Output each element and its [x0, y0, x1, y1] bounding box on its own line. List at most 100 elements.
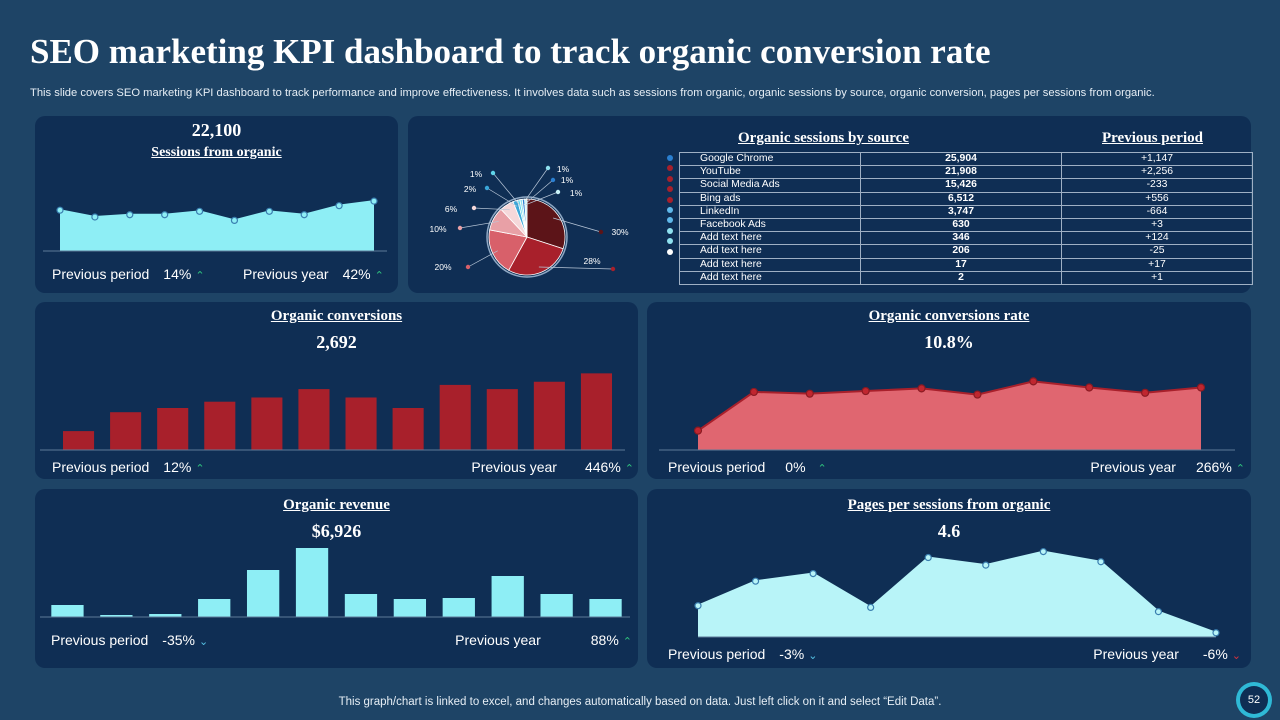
- data-point: [867, 603, 875, 612]
- bar: [298, 389, 330, 450]
- value: 88%: [590, 632, 619, 648]
- bar: [439, 384, 471, 450]
- bar: [393, 599, 427, 617]
- label: Previous year: [1090, 459, 1176, 475]
- slice-label: 30%: [611, 227, 628, 237]
- pie-slice: [524, 198, 528, 238]
- panel-conv-rate: Organic conversions rate 10.8% Previous …: [647, 302, 1251, 479]
- table-row: Add text here 2 +1: [679, 270, 1253, 285]
- revenue-previous-year: Previous year 88% ⌃: [455, 632, 632, 648]
- bar: [63, 431, 95, 450]
- source-name: Add text here: [679, 231, 861, 246]
- conv-rate-title: Organic conversions rate: [868, 308, 1030, 324]
- leader-dot: [490, 170, 496, 176]
- value: -6%: [1202, 646, 1228, 662]
- bar: [246, 570, 280, 617]
- bar: [344, 594, 378, 617]
- pages-headline: 4.6: [937, 521, 961, 541]
- data-point: [805, 389, 814, 398]
- slice-label: 1%: [570, 188, 583, 198]
- trend-up-icon: ⌃: [195, 270, 205, 282]
- sessions-previous-period: Previous period 14% ⌃: [52, 266, 205, 282]
- data-point: [56, 206, 64, 214]
- table-row: Social Media Ads 15,426 -233: [679, 178, 1253, 193]
- trend-down-icon: ⌄: [1231, 650, 1241, 662]
- revenue-headline: $6,926: [311, 521, 362, 541]
- table-row: Facebook Ads 630 +3: [679, 217, 1253, 233]
- footer-note: This graph/chart is linked to excel, and…: [338, 696, 942, 708]
- leader-line: [467, 250, 498, 268]
- bar: [442, 598, 475, 617]
- table-row: LinkedIn 3,747 -664: [679, 204, 1253, 219]
- data-point: [694, 602, 702, 610]
- source-name: Facebook Ads: [679, 217, 861, 233]
- leader-dot: [471, 205, 477, 211]
- value: 12%: [163, 459, 192, 475]
- leader-line: [523, 179, 554, 206]
- pages-chart[interactable]: [647, 489, 1251, 668]
- sources-previous-title: Previous period: [1102, 130, 1203, 146]
- source-sessions: 17: [860, 257, 1062, 272]
- source-change: -25: [1061, 244, 1253, 259]
- data-point: [1141, 388, 1150, 397]
- table-row: Add text here 17 +17: [679, 257, 1253, 272]
- series-line: [697, 380, 1202, 432]
- conv-rate-headline: 10.8%: [924, 332, 974, 352]
- table-row: Add text here 206 -25: [679, 244, 1253, 259]
- data-point: [91, 213, 99, 221]
- label: Previous period: [668, 459, 766, 475]
- trend-down-icon: ⌄: [808, 650, 818, 662]
- table-row: Add text here 346 +124: [679, 231, 1253, 246]
- pie-outline: [486, 196, 568, 278]
- label: Previous year: [243, 266, 329, 282]
- data-point: [917, 384, 926, 393]
- conv-rate-previous-period: Previous period 0% ⌃: [668, 459, 827, 475]
- source-sessions: 21,908: [860, 165, 1062, 180]
- source-name: LinkedIn: [679, 204, 861, 219]
- table-row: Bing ads 6,512 +556: [679, 191, 1253, 206]
- label: Previous period: [51, 632, 149, 648]
- data-point: [1196, 383, 1206, 392]
- legend-dot: [667, 175, 673, 182]
- bar: [580, 373, 612, 450]
- pie-slice: [526, 198, 566, 250]
- data-point: [973, 390, 982, 399]
- slice-label: 10%: [429, 224, 446, 234]
- panel-pages: Pages per sessions from organic 4.6 Prev…: [647, 489, 1251, 668]
- leader-dot: [555, 189, 561, 195]
- bar: [204, 401, 236, 450]
- slice-label: 6%: [445, 204, 458, 214]
- sessions-chart[interactable]: [35, 116, 398, 293]
- sources-pie-chart[interactable]: 30%28%20%10%6%2%1% 1%1%1%: [408, 116, 1251, 293]
- leader-line: [459, 221, 499, 229]
- trend-up-icon: ⌃: [817, 463, 827, 475]
- slice-label: 1%: [561, 175, 574, 185]
- revenue-chart[interactable]: [35, 489, 638, 668]
- bar: [533, 381, 565, 450]
- legend-dot: [667, 155, 673, 161]
- slice-label: 2%: [464, 184, 477, 194]
- legend-dot: [667, 227, 673, 234]
- bar: [486, 389, 518, 450]
- legend-dot: [667, 217, 673, 224]
- bar: [198, 599, 231, 617]
- sources-title: Organic sessions by source: [738, 130, 909, 146]
- pages-previous-year: Previous year -6% ⌄: [1093, 646, 1241, 662]
- bar: [51, 605, 84, 617]
- legend-dot: [667, 248, 673, 255]
- conversions-chart[interactable]: [35, 302, 638, 479]
- legend-dots: [665, 152, 675, 259]
- bar: [157, 408, 189, 450]
- slice-label: 1%: [557, 164, 570, 174]
- conversions-headline: 2,692: [316, 332, 357, 352]
- source-sessions: 6,512: [860, 191, 1062, 206]
- value: -3%: [779, 646, 805, 662]
- leader-dot: [598, 229, 604, 235]
- data-point: [265, 207, 273, 215]
- legend-dot: [667, 186, 673, 193]
- source-change: -233: [1061, 178, 1253, 193]
- source-change: +17: [1061, 257, 1253, 272]
- leader-dot: [610, 266, 616, 272]
- slice-label: 20%: [434, 262, 451, 272]
- conv-rate-chart[interactable]: [647, 302, 1251, 479]
